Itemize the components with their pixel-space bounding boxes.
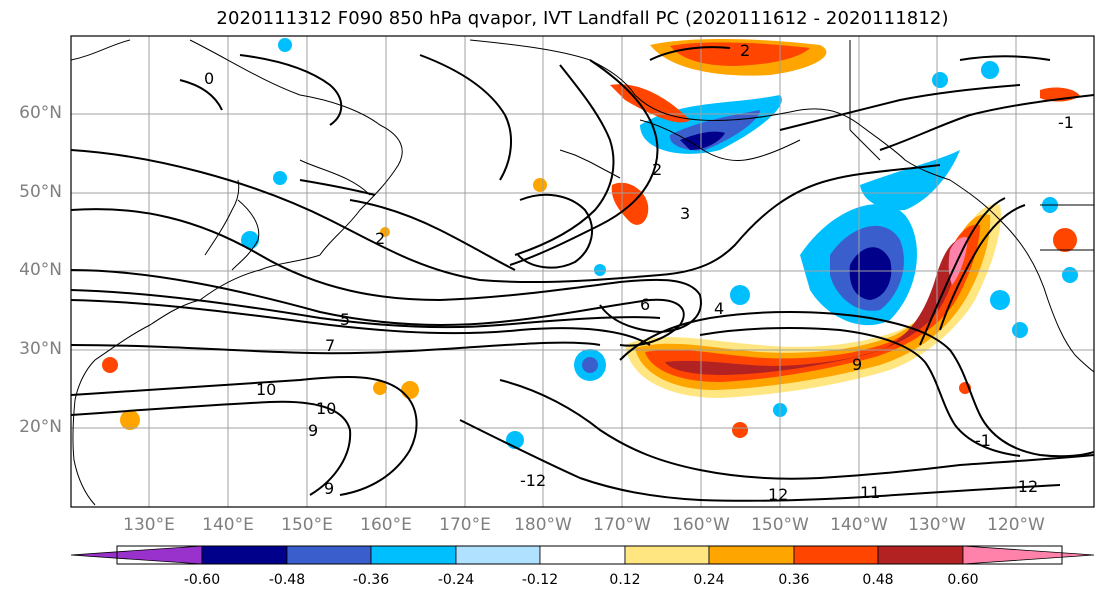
gridlines (71, 36, 1094, 507)
contour-label: 2 (652, 160, 662, 179)
colorbar-tick-label: -0.12 (521, 572, 559, 588)
contour-label: 2 (375, 229, 385, 248)
contour-label: 11 (860, 483, 880, 502)
lon-label: 140°W (830, 515, 888, 535)
contour-label: 10 (256, 380, 276, 399)
shaded-field (102, 38, 1080, 449)
lon-label: 130°W (908, 515, 966, 535)
contour-label: 12 (768, 485, 788, 504)
coastlines (71, 39, 1094, 506)
lon-label: 150°W (751, 515, 809, 535)
lat-label: 60°N (19, 103, 62, 123)
contour-label: 0 (204, 69, 214, 88)
contour-label: 4 (714, 299, 724, 318)
lon-label: 140°E (202, 515, 254, 535)
lon-label: 160°E (360, 515, 412, 535)
lat-label: 40°N (19, 260, 62, 280)
colorbar-tick-label: 0.48 (862, 572, 894, 588)
contour-label: 3 (680, 204, 690, 223)
lon-label: 160°W (672, 515, 730, 535)
contour-label: -1 (975, 431, 991, 450)
lon-label: 170°W (593, 515, 651, 535)
colorbar-tick-label: 0.12 (609, 572, 641, 588)
lon-label: 170°E (439, 515, 491, 535)
contour-label: -12 (1012, 477, 1038, 496)
colorbar-tick-label: -0.60 (183, 572, 221, 588)
colorbar-tick-label: -0.24 (437, 572, 475, 588)
colorbar-tick-label: 0.24 (693, 572, 725, 588)
colorbar-tick-label: 0.60 (947, 572, 979, 588)
contour-label: -12 (520, 471, 546, 490)
contour-label: 6 (640, 295, 650, 314)
colorbar-tick-label: 0.36 (778, 572, 810, 588)
contour-label: 9 (308, 421, 318, 440)
contour-label: 9 (852, 355, 862, 374)
contour-label: 7 (325, 336, 335, 355)
lat-label: 50°N (19, 182, 62, 202)
contour-label: 9 (324, 479, 334, 498)
contour-label: 5 (340, 310, 350, 329)
contour-lines (71, 46, 1094, 502)
colorbar-tick-label: -0.48 (268, 572, 306, 588)
map-title: 2020111312 F090 850 hPa qvapor, IVT Land… (216, 8, 949, 29)
lon-label: 150°E (281, 515, 333, 535)
lon-label: 120°W (987, 515, 1045, 535)
contour-label-group: 2 0 -1 2 3 2 4 5 6 7 9 10 -12 12 11 -12 … (204, 41, 1074, 504)
map-frame (70, 35, 1095, 508)
contour-label: -1 (1058, 113, 1074, 132)
colorbar-tick-label: -0.36 (352, 572, 390, 588)
contour-label: 10 (316, 399, 336, 418)
contour-label: 2 (740, 41, 750, 60)
lat-label: 20°N (19, 417, 62, 437)
lat-label: 30°N (19, 339, 62, 359)
lon-label: 130°E (123, 515, 175, 535)
lon-label: 180°W (514, 515, 572, 535)
